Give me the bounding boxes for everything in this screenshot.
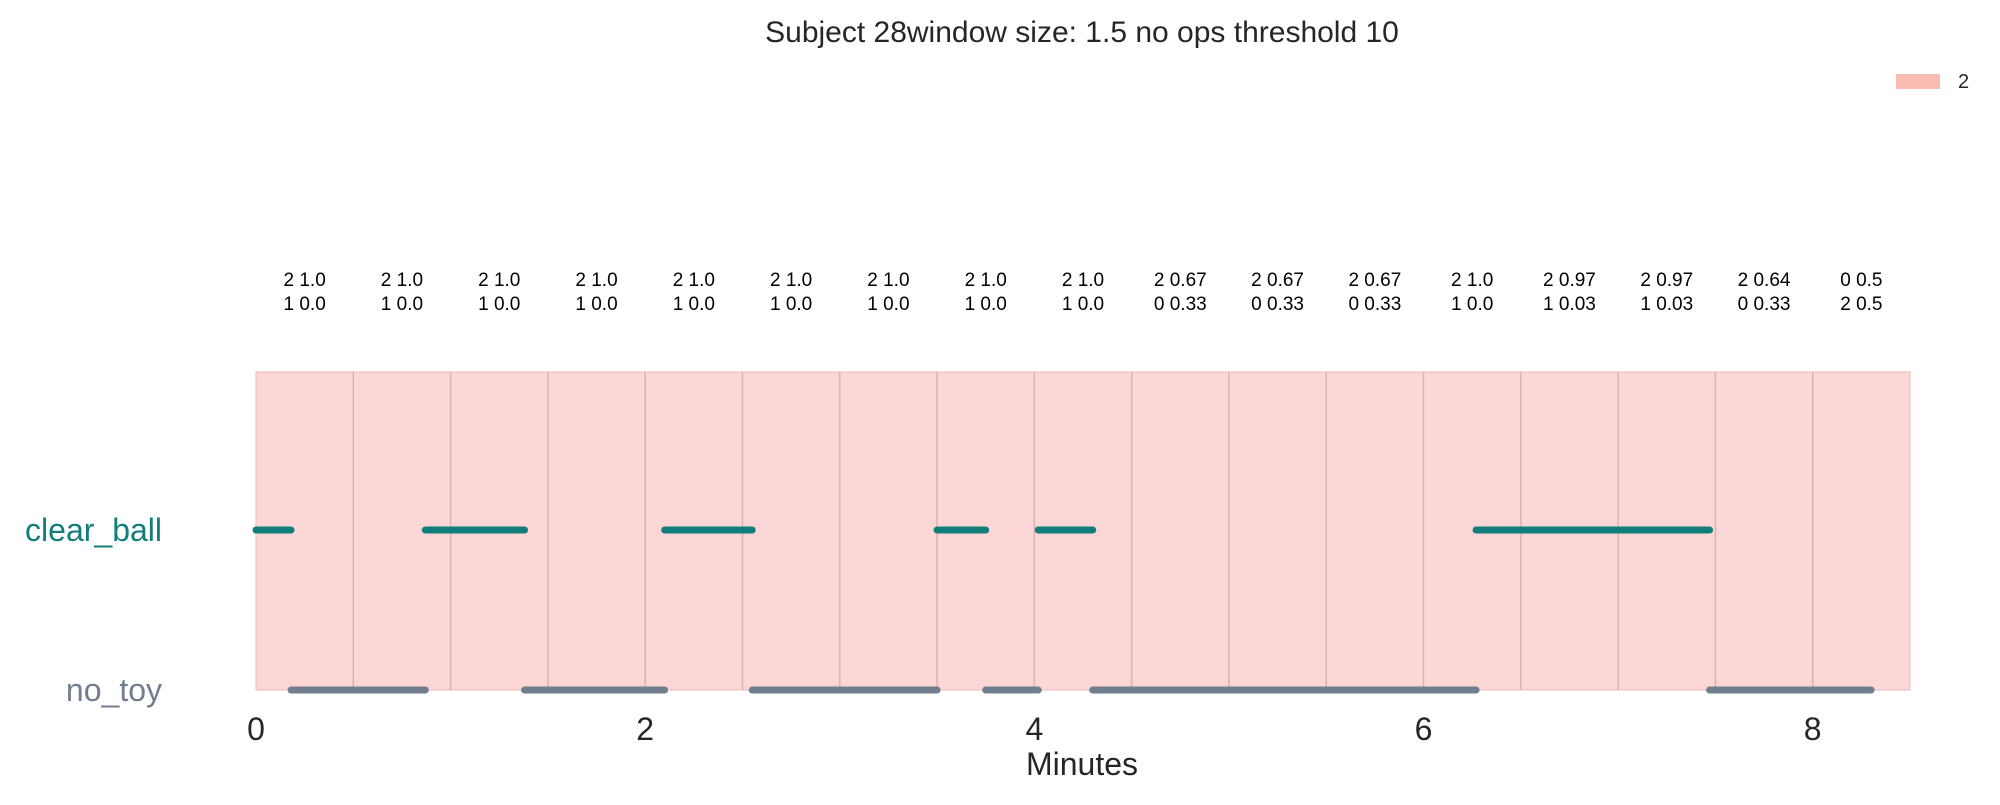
window-label-bottom: 1 0.0 <box>284 294 326 315</box>
window-label-top: 2 0.67 <box>1348 270 1401 291</box>
legend-swatch <box>1896 74 1940 89</box>
window-label-top: 2 1.0 <box>381 270 423 291</box>
window-label-bottom: 1 0.0 <box>575 294 617 315</box>
window-label-bottom: 1 0.0 <box>478 294 520 315</box>
window-label-top: 2 1.0 <box>284 270 326 291</box>
window-label-top: 2 0.97 <box>1543 270 1596 291</box>
legend-label: 2 <box>1958 71 1969 93</box>
window-label-top: 2 1.0 <box>673 270 715 291</box>
window-label-bottom: 2 0.5 <box>1840 294 1882 315</box>
window-label-bottom: 1 0.0 <box>770 294 812 315</box>
window-label-bottom: 1 0.03 <box>1640 294 1693 315</box>
legend: 2 <box>1896 71 1969 93</box>
x-tick-label: 8 <box>1804 711 1822 747</box>
x-axis-ticks: 0 2 4 6 8 <box>247 711 1822 747</box>
window-label-bottom: 1 0.03 <box>1543 294 1596 315</box>
window-label-top: 2 0.64 <box>1738 270 1791 291</box>
window-label-top: 2 1.0 <box>1062 270 1104 291</box>
window-label-top: 2 1.0 <box>770 270 812 291</box>
x-tick-label: 4 <box>1025 711 1043 747</box>
x-axis-label: Minutes <box>1026 746 1138 782</box>
window-label-top: 0 0.5 <box>1840 270 1882 291</box>
window-labels: 2 1.0 1 0.0 2 1.0 1 0.0 2 1.0 1 0.0 2 1.0 1 0.0… <box>284 270 1883 315</box>
y-label-no_toy: no_toy <box>66 672 162 708</box>
window-label-top: 2 0.67 <box>1251 270 1304 291</box>
window-label-bottom: 1 0.0 <box>381 294 423 315</box>
window-label-bottom: 0 0.33 <box>1251 294 1304 315</box>
window-label-bottom: 0 0.33 <box>1348 294 1401 315</box>
window-label-bottom: 0 0.33 <box>1154 294 1207 315</box>
window-label-top: 2 1.0 <box>867 270 909 291</box>
y-label-clear_ball: clear_ball <box>25 512 162 548</box>
window-label-top: 2 1.0 <box>965 270 1007 291</box>
window-label-top: 2 1.0 <box>575 270 617 291</box>
window-label-bottom: 1 0.0 <box>673 294 715 315</box>
x-tick-label: 2 <box>636 711 654 747</box>
y-axis-labels: clear_ball no_toy <box>25 512 162 708</box>
window-label-top: 2 1.0 <box>1451 270 1493 291</box>
series-segments <box>252 526 1875 694</box>
window-label-bottom: 1 0.0 <box>965 294 1007 315</box>
window-label-top: 2 0.97 <box>1640 270 1693 291</box>
window-label-top: 2 1.0 <box>478 270 520 291</box>
x-tick-label: 6 <box>1415 711 1433 747</box>
window-label-bottom: 1 0.0 <box>1062 294 1104 315</box>
window-label-bottom: 1 0.0 <box>1451 294 1493 315</box>
x-tick-label: 0 <box>247 711 265 747</box>
window-label-bottom: 1 0.0 <box>867 294 909 315</box>
chart-title: Subject 28window size: 1.5 no ops thresh… <box>765 16 1399 49</box>
window-label-bottom: 0 0.33 <box>1738 294 1791 315</box>
window-label-top: 2 0.67 <box>1154 270 1207 291</box>
